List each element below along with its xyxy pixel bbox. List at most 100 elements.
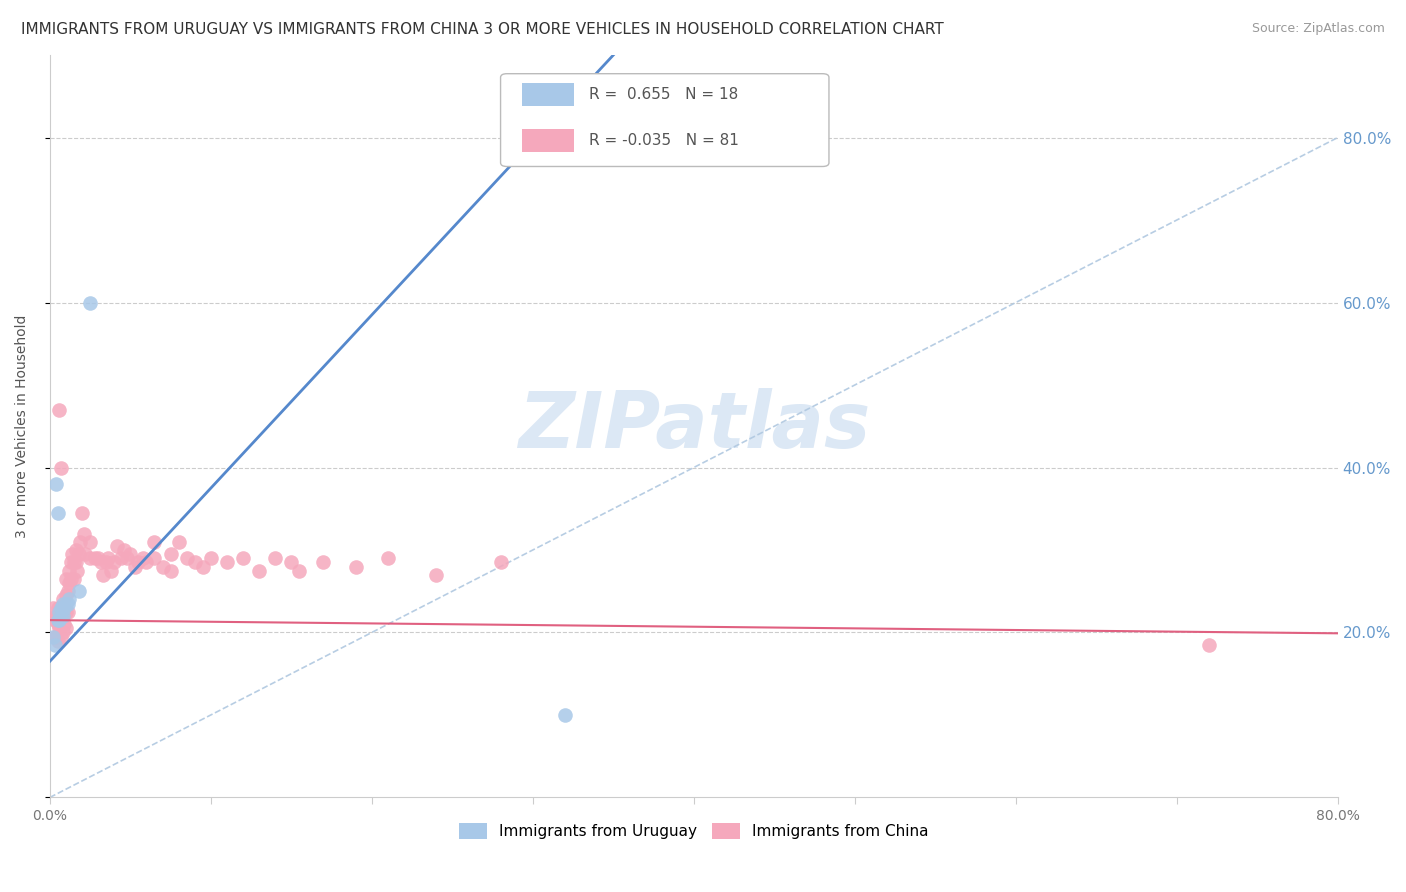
Point xyxy=(56,584,79,599)
Point xyxy=(288,564,311,578)
Point xyxy=(90,555,112,569)
Point xyxy=(55,621,77,635)
Point xyxy=(87,551,110,566)
Point xyxy=(46,617,69,632)
Point xyxy=(489,555,512,569)
Point xyxy=(159,564,181,578)
Point xyxy=(55,597,77,611)
FancyBboxPatch shape xyxy=(501,74,830,167)
Point xyxy=(52,625,75,640)
Bar xyxy=(523,129,574,152)
Point xyxy=(46,506,69,520)
Point xyxy=(48,605,70,619)
Point xyxy=(52,592,75,607)
Point xyxy=(312,555,335,569)
Point xyxy=(280,555,302,569)
Point xyxy=(79,295,101,310)
Point xyxy=(120,547,142,561)
Point xyxy=(60,547,83,561)
Point xyxy=(49,630,72,644)
Point xyxy=(143,551,166,566)
Point xyxy=(100,564,122,578)
Point xyxy=(56,597,79,611)
Point xyxy=(84,551,107,566)
Point xyxy=(79,551,101,566)
Point xyxy=(115,551,138,566)
Text: Source: ZipAtlas.com: Source: ZipAtlas.com xyxy=(1251,22,1385,36)
Point xyxy=(58,564,80,578)
Point xyxy=(65,555,87,569)
Point xyxy=(55,572,77,586)
Point xyxy=(79,534,101,549)
Point xyxy=(159,547,181,561)
Point xyxy=(107,539,129,553)
Bar xyxy=(523,83,574,105)
Point xyxy=(55,605,77,619)
Y-axis label: 3 or more Vehicles in Household: 3 or more Vehicles in Household xyxy=(15,315,30,538)
Point xyxy=(49,460,72,475)
Point xyxy=(66,564,89,578)
Point xyxy=(49,609,72,624)
Point xyxy=(377,551,399,566)
Point xyxy=(103,555,125,569)
Point xyxy=(425,567,447,582)
Point xyxy=(72,526,94,541)
Point xyxy=(52,609,75,624)
Point xyxy=(56,605,79,619)
Point xyxy=(96,555,118,569)
Point xyxy=(45,477,67,491)
Point xyxy=(49,600,72,615)
Point xyxy=(264,551,287,566)
Point xyxy=(48,621,70,635)
Text: R = -0.035   N = 81: R = -0.035 N = 81 xyxy=(589,133,740,148)
Text: R =  0.655   N = 18: R = 0.655 N = 18 xyxy=(589,87,738,102)
Point xyxy=(46,633,69,648)
Point xyxy=(52,605,75,619)
Point xyxy=(97,551,120,566)
Point xyxy=(91,567,114,582)
Legend: Immigrants from Uruguay, Immigrants from China: Immigrants from Uruguay, Immigrants from… xyxy=(453,817,935,846)
Point xyxy=(44,630,66,644)
Point xyxy=(1198,638,1220,652)
Point xyxy=(48,613,70,627)
Point xyxy=(58,576,80,591)
Text: ZIPatlas: ZIPatlas xyxy=(517,388,870,465)
Point xyxy=(70,506,93,520)
Point xyxy=(143,534,166,549)
Point xyxy=(176,551,198,566)
Point xyxy=(53,600,76,615)
Point xyxy=(135,555,157,569)
Point xyxy=(44,638,66,652)
Point xyxy=(45,630,67,644)
Point xyxy=(183,555,205,569)
Point xyxy=(49,609,72,624)
Point xyxy=(42,630,65,644)
Point xyxy=(48,402,70,417)
Point xyxy=(63,555,86,569)
Point xyxy=(200,551,222,566)
Point xyxy=(55,588,77,602)
Point xyxy=(53,617,76,632)
Point xyxy=(46,600,69,615)
Point xyxy=(65,543,87,558)
Point xyxy=(75,547,97,561)
Point xyxy=(45,609,67,624)
Point xyxy=(53,600,76,615)
Point xyxy=(191,559,214,574)
Point xyxy=(247,564,270,578)
Point xyxy=(112,543,135,558)
Point xyxy=(152,559,174,574)
Point xyxy=(58,592,80,607)
Point xyxy=(59,572,82,586)
Point xyxy=(63,572,86,586)
Point xyxy=(127,555,149,569)
Point xyxy=(215,555,238,569)
Point xyxy=(110,551,132,566)
Point xyxy=(132,551,155,566)
Point xyxy=(167,534,190,549)
Point xyxy=(59,555,82,569)
Point xyxy=(44,613,66,627)
Point xyxy=(124,559,146,574)
Point xyxy=(67,584,90,599)
Point xyxy=(42,600,65,615)
